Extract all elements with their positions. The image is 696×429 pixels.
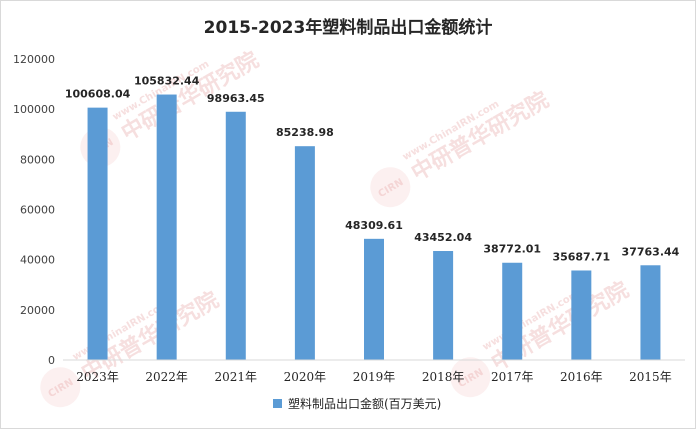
x-tick-label: 2015年 bbox=[629, 370, 672, 384]
x-axis-ticks: 2023年 2022年 2021年 2020年 2019年 2018年 2017年 2016年… bbox=[76, 370, 671, 384]
bar bbox=[640, 265, 661, 360]
x-tick-label: 2020年 bbox=[284, 370, 327, 384]
x-tick-label: 2022年 bbox=[145, 370, 188, 384]
bar bbox=[433, 251, 454, 360]
legend: 塑料制品出口金额(百万美元) bbox=[273, 396, 441, 411]
bar bbox=[225, 111, 246, 360]
bar-value-label: 98963.45 bbox=[207, 92, 265, 105]
bar bbox=[571, 270, 592, 360]
bar bbox=[156, 94, 177, 361]
x-tick-label: 2018年 bbox=[422, 370, 465, 384]
bar-value-label: 38772.01 bbox=[483, 243, 541, 256]
watermark-logo-icon bbox=[450, 357, 491, 398]
y-tick-label: 80000 bbox=[20, 153, 55, 166]
bar-value-label: 85238.98 bbox=[276, 126, 334, 139]
y-tick-label: 20000 bbox=[20, 304, 55, 317]
bars bbox=[87, 94, 661, 361]
y-tick-label: 100000 bbox=[13, 103, 55, 116]
y-axis-ticks: 0 20000 40000 60000 80000 100000 120000 bbox=[13, 53, 55, 367]
y-tick-label: 0 bbox=[48, 354, 55, 367]
x-tick-label: 2017年 bbox=[491, 370, 534, 384]
chart-title: 2015-2023年塑料制品出口金额统计 bbox=[204, 17, 493, 38]
x-tick-label: 2016年 bbox=[560, 370, 603, 384]
bar-value-label: 105832.44 bbox=[134, 75, 200, 88]
bar-value-label: 48309.61 bbox=[345, 219, 403, 232]
y-tick-label: 60000 bbox=[20, 204, 55, 217]
x-tick-label: 2019年 bbox=[353, 370, 396, 384]
x-tick-label: 2021年 bbox=[215, 370, 258, 384]
bar-value-label: 43452.04 bbox=[414, 231, 472, 244]
bar bbox=[502, 262, 523, 360]
bar-value-label: 37763.44 bbox=[622, 245, 680, 258]
bar bbox=[364, 238, 384, 360]
bar bbox=[294, 146, 315, 360]
bar-value-label: 100608.04 bbox=[65, 88, 131, 101]
y-tick-label: 40000 bbox=[20, 254, 55, 267]
watermark-logo-icon bbox=[370, 167, 411, 208]
bar bbox=[87, 107, 108, 360]
watermark-logo-icon bbox=[40, 367, 81, 408]
legend-swatch bbox=[273, 399, 282, 408]
y-tick-label: 120000 bbox=[13, 53, 55, 66]
x-tick-label: 2023年 bbox=[76, 370, 119, 384]
bar-value-label: 35687.71 bbox=[552, 250, 610, 263]
legend-label: 塑料制品出口金额(百万美元) bbox=[288, 396, 441, 411]
